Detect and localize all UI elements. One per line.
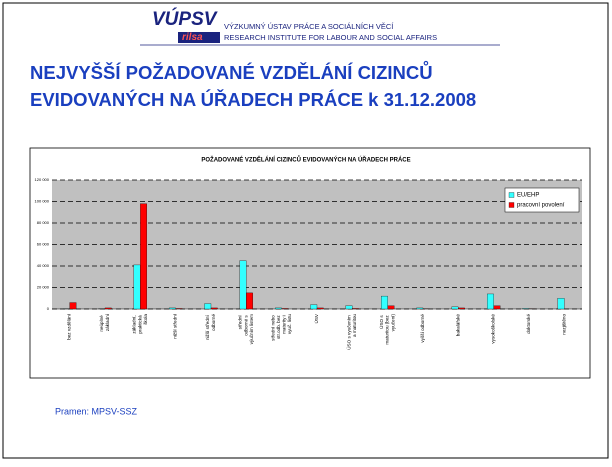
bar	[487, 294, 494, 309]
x-tick-label: neúplné základní	[99, 313, 110, 331]
x-tick-label: bakalářské	[456, 314, 461, 337]
x-tick-label: nižší střední	[173, 313, 178, 338]
slide-title: EVIDOVANÝCH NA ÚŘADECH PRÁCE k 31.12.200…	[30, 89, 476, 110]
bar	[134, 265, 141, 309]
bar	[352, 308, 359, 309]
bar	[558, 298, 565, 309]
x-tick-label: ÚSV	[313, 313, 319, 323]
bar	[246, 293, 253, 309]
x-tick-label: nezjištěno	[562, 314, 567, 335]
bar	[452, 307, 459, 309]
bar	[458, 308, 465, 309]
logo: VÚPSV	[152, 8, 218, 30]
y-tick-label: 20 000	[37, 285, 50, 290]
bar	[275, 308, 282, 309]
bar	[523, 308, 530, 309]
chart-title: POŽADOVANÉ VZDĚLÁNÍ CIZINCŮ EVIDOVANÝCH …	[201, 156, 410, 164]
bar	[205, 304, 212, 309]
institute-en: RESEARCH INSTITUTE FOR LABOUR AND SOCIAL…	[224, 33, 437, 42]
bar	[381, 296, 388, 309]
bar	[240, 261, 247, 309]
bar	[417, 308, 424, 309]
bar	[211, 308, 218, 309]
bar	[317, 308, 324, 309]
bar	[70, 303, 77, 309]
legend-label: EU/EHP	[517, 193, 539, 199]
source: Pramen: MPSV-SSZ	[55, 406, 138, 416]
y-tick-label: 120 000	[35, 177, 50, 182]
bar	[140, 204, 147, 309]
bar	[282, 308, 289, 309]
bar	[494, 306, 501, 309]
bar	[311, 305, 318, 309]
institute-cz: VÝZKUMNÝ ÚSTAV PRÁCE A SOCIÁLNÍCH VĚCÍ	[224, 22, 394, 31]
y-tick-label: 80 000	[37, 220, 50, 225]
logo-sub: rilsa	[182, 32, 203, 43]
x-tick-label: bez vzdělání	[67, 313, 72, 340]
legend-swatch	[509, 203, 514, 208]
y-tick-label: 40 000	[37, 263, 50, 268]
legend-label: pracovní povolení	[517, 203, 565, 209]
y-tick-label: 100 000	[35, 199, 50, 204]
legend-swatch	[509, 193, 514, 198]
bar	[169, 308, 176, 309]
bar	[346, 306, 353, 309]
y-tick-label: 60 000	[37, 242, 50, 247]
bar	[388, 306, 395, 309]
x-tick-label: doktorské	[526, 314, 531, 334]
slide-title: NEJVYŠŠÍ POŽADOVANÉ VZDĚLÁNÍ CIZINCŮ	[30, 61, 433, 83]
bar	[176, 308, 183, 309]
x-tick-label: vyšší odborné	[420, 314, 425, 343]
bar	[105, 308, 112, 309]
x-tick-label: vysokoškolské	[491, 314, 496, 344]
